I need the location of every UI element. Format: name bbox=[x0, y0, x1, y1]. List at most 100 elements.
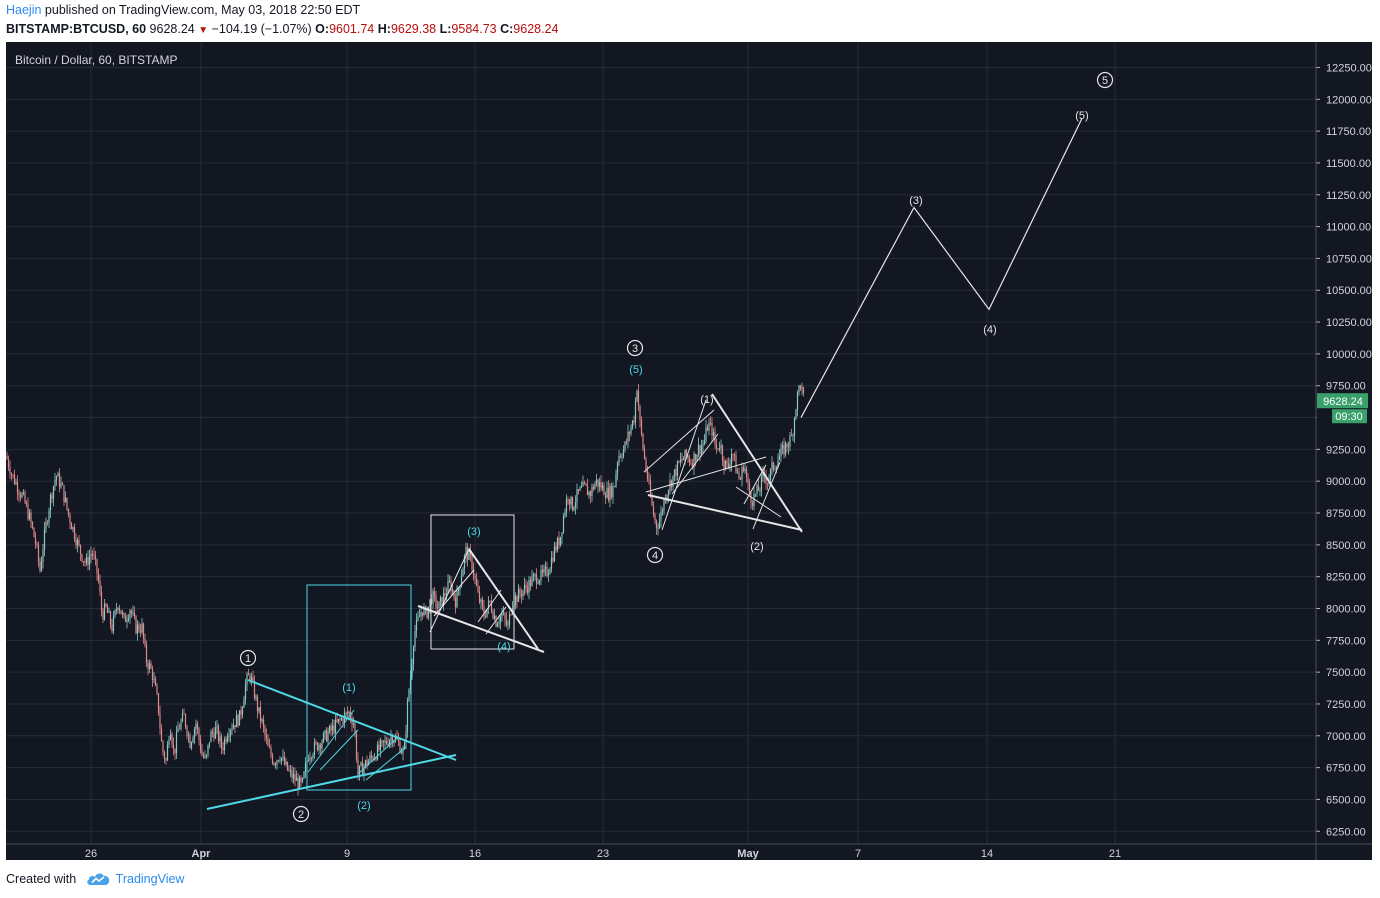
candle-body bbox=[766, 483, 769, 485]
candle-body bbox=[30, 512, 32, 523]
candle-body bbox=[640, 419, 643, 434]
symbol-label: BITSTAMP:BTCUSD, 60 bbox=[6, 22, 147, 36]
candle-body bbox=[40, 562, 43, 571]
candle-body bbox=[718, 448, 721, 450]
candle-body bbox=[771, 462, 773, 470]
cyan-channel bbox=[319, 729, 359, 771]
candle-body bbox=[370, 755, 373, 757]
candle-body bbox=[726, 460, 728, 464]
candle-body bbox=[60, 483, 62, 488]
candle-body bbox=[676, 461, 679, 476]
candle-body bbox=[780, 448, 782, 457]
candle-body bbox=[288, 770, 290, 772]
candle-body bbox=[474, 575, 476, 579]
candle-body bbox=[606, 487, 608, 498]
wedge-upper bbox=[468, 548, 539, 650]
candle-body bbox=[79, 544, 82, 555]
wave-label-text: (5) bbox=[629, 364, 642, 376]
x-tick-label: 26 bbox=[85, 848, 97, 860]
author-link[interactable]: Haejin bbox=[6, 3, 42, 17]
candle-body bbox=[52, 486, 55, 499]
wave-label: (1) bbox=[700, 394, 713, 406]
wave-label-text: (3) bbox=[909, 195, 922, 207]
candle-body bbox=[705, 427, 707, 441]
candle-body bbox=[238, 710, 241, 726]
candle-body bbox=[156, 685, 158, 694]
candle-body bbox=[130, 610, 133, 614]
wave-label: (5) bbox=[629, 364, 642, 376]
candle-body bbox=[706, 427, 709, 431]
candle-body bbox=[39, 560, 41, 571]
candle-body bbox=[540, 569, 542, 581]
candle-body bbox=[762, 472, 764, 477]
candle-body bbox=[204, 755, 206, 758]
candle-body bbox=[568, 499, 571, 505]
candle-body bbox=[303, 771, 305, 779]
candle-body bbox=[78, 539, 80, 545]
candle-body bbox=[256, 696, 259, 712]
candle-body bbox=[433, 591, 436, 596]
candle-body bbox=[657, 527, 659, 529]
price-chart[interactable]: 12250.00 12000.00 11750.00 11500.00 11250.00… bbox=[6, 42, 1372, 860]
candle-body bbox=[553, 546, 556, 562]
candle-body bbox=[742, 467, 745, 472]
candle-body bbox=[163, 752, 166, 760]
candle-body bbox=[379, 741, 382, 750]
candle-body bbox=[301, 778, 304, 782]
candle-body bbox=[450, 580, 452, 592]
candle-body bbox=[126, 620, 128, 622]
candle-body bbox=[744, 468, 746, 472]
candle-body bbox=[241, 707, 244, 715]
candle-body bbox=[160, 728, 163, 742]
candle-body bbox=[87, 557, 89, 566]
candle-body bbox=[291, 770, 293, 779]
candle-body bbox=[475, 578, 478, 586]
candle-body bbox=[345, 712, 347, 714]
drawings: 1 2 (1) (2) (3) (4) 3 (5) 4 (1) (2) (3) (4) (5) 5 bbox=[206, 71, 1114, 823]
candle-body bbox=[282, 756, 284, 758]
candle-body bbox=[55, 476, 58, 480]
candle-body bbox=[673, 469, 676, 476]
candle-body bbox=[591, 486, 593, 497]
candle-body bbox=[570, 496, 572, 505]
candle-body bbox=[720, 445, 722, 449]
wedge-channel bbox=[477, 589, 502, 623]
tradingview-link[interactable]: TradingView bbox=[115, 872, 185, 886]
tradingview-cloud-icon bbox=[86, 873, 109, 885]
candle-body bbox=[180, 721, 182, 729]
candle-body bbox=[652, 505, 655, 515]
candle-body bbox=[709, 422, 712, 424]
candle-body bbox=[82, 561, 85, 563]
candle-body bbox=[262, 719, 265, 727]
wave-label: (4) bbox=[497, 641, 510, 653]
candle-body bbox=[168, 739, 170, 745]
candle-body bbox=[388, 740, 391, 746]
candle-body bbox=[615, 473, 617, 487]
candle-body bbox=[649, 480, 652, 496]
candle-body bbox=[316, 742, 319, 751]
candle-body bbox=[232, 725, 235, 729]
y-tick-label: 8250.00 bbox=[1326, 572, 1366, 584]
candle-body bbox=[582, 482, 584, 487]
candle-body bbox=[451, 590, 454, 592]
candle-body bbox=[340, 718, 343, 720]
wave-label: 3 bbox=[626, 339, 644, 357]
cyan-triangle-lower bbox=[206, 754, 457, 810]
candle-body bbox=[562, 515, 565, 533]
candle-body bbox=[339, 718, 341, 720]
y-tick-label: 11750.00 bbox=[1326, 126, 1371, 138]
candle-body bbox=[733, 454, 736, 456]
candle-body bbox=[165, 759, 167, 761]
y-tick-label: 10750.00 bbox=[1326, 253, 1372, 265]
candle-body bbox=[85, 557, 88, 563]
candle-body bbox=[159, 713, 161, 729]
candle-body bbox=[717, 448, 719, 450]
candle-body bbox=[223, 739, 226, 750]
wave-label: (1) bbox=[342, 682, 355, 694]
candle-body bbox=[414, 631, 416, 648]
candle-body bbox=[505, 619, 508, 625]
candle-body bbox=[484, 616, 487, 618]
candle-body bbox=[592, 486, 595, 490]
wave-label-circle bbox=[646, 546, 664, 564]
candle-body bbox=[387, 743, 389, 746]
